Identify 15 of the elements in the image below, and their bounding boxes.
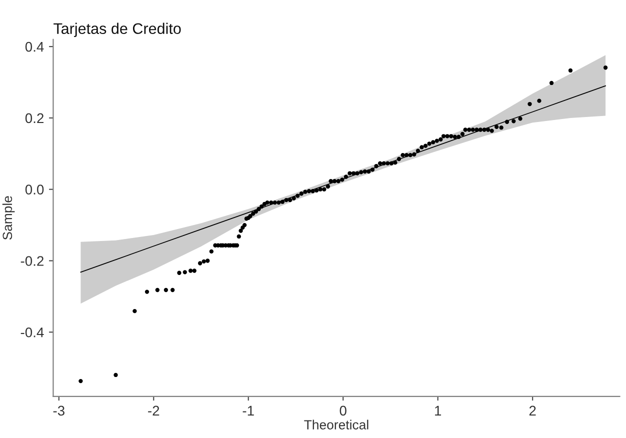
x-tick-label: -1 [242, 406, 254, 416]
y-tick-label: 0.0 [25, 184, 44, 195]
x-axis-title: Theoretical [304, 420, 368, 430]
line-series [80, 85, 606, 273]
x-tick-label: -2 [148, 406, 160, 416]
x-tick-label: 1 [435, 406, 442, 416]
y-tick-label: -0.4 [20, 327, 44, 338]
y-axis-title: Sample [2, 196, 15, 240]
x-tick-label: -3 [53, 406, 64, 416]
y-tick-label: 0.2 [25, 113, 44, 124]
chart-title: Tarjetas de Credito [54, 22, 181, 38]
y-tick-label: 0.4 [25, 42, 44, 52]
x-tick-label: 2 [529, 406, 536, 416]
y-tick-label: -0.2 [20, 256, 44, 266]
x-tick-label: 0 [340, 406, 346, 416]
